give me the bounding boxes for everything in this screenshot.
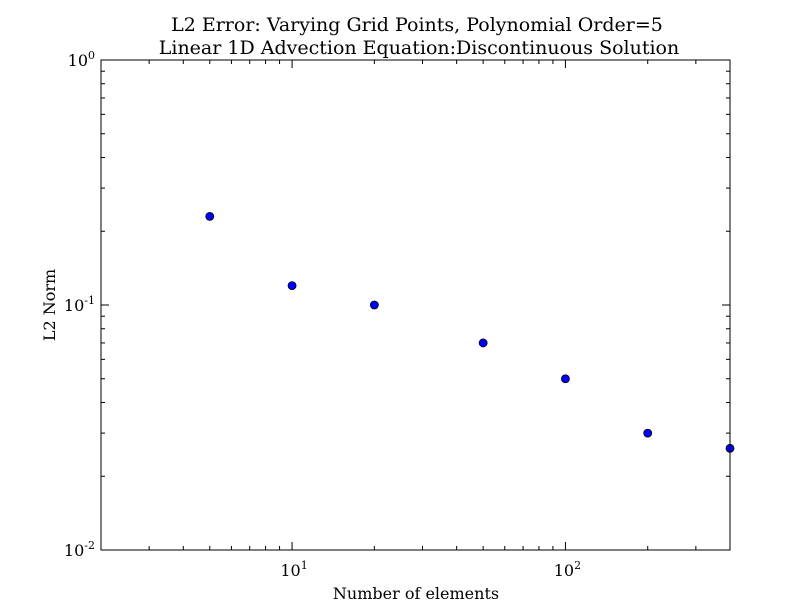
y-tick-label: 10-2 xyxy=(64,539,95,560)
data-point xyxy=(369,300,379,310)
data-point xyxy=(205,211,215,221)
x-tick-label: 102 xyxy=(554,559,581,580)
x-tick-label: 101 xyxy=(280,559,307,580)
data-point xyxy=(561,374,570,384)
plot-area-frame xyxy=(100,59,731,551)
y-tick-label: 10-1 xyxy=(64,294,95,315)
x-axis-label: Number of elements xyxy=(333,584,499,603)
axis-tick-labels: 101 102 100 10-1 10-2 xyxy=(64,49,581,580)
y-tick-label: 100 xyxy=(68,49,95,70)
data-point xyxy=(643,428,653,438)
data-point xyxy=(287,281,297,291)
axis-ticks xyxy=(100,59,731,551)
data-point xyxy=(478,338,488,348)
chart-title-line-2: Linear 1D Advection Equation:Discontinuo… xyxy=(159,37,680,59)
data-points xyxy=(205,211,735,453)
y-axis-label: L2 Norm xyxy=(40,269,59,341)
chart-title-line-1: L2 Error: Varying Grid Points, Polynomia… xyxy=(171,14,663,36)
